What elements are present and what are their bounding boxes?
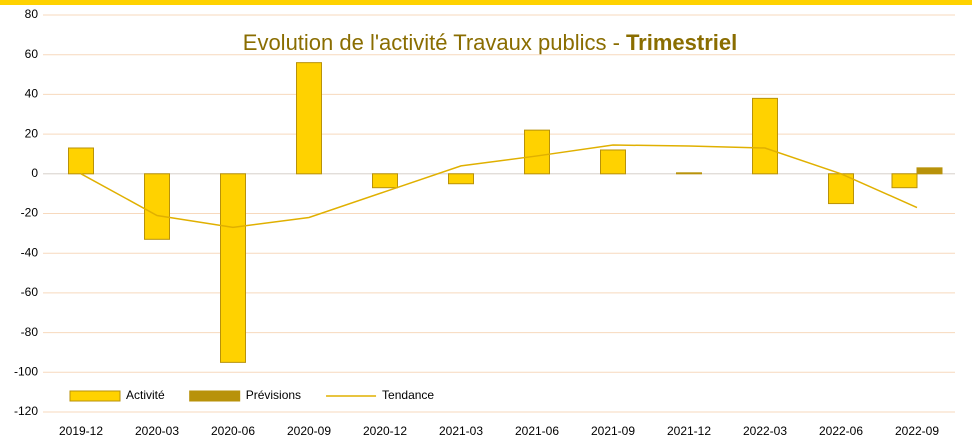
y-tick-label: 40: [25, 87, 39, 101]
x-tick-label: 2021-09: [591, 424, 635, 438]
bar: [220, 173, 246, 363]
x-tick-label: 2022-03: [743, 424, 787, 438]
x-tick-label: 2021-12: [667, 424, 711, 438]
legend-label: Prévisions: [246, 388, 301, 402]
bar: [144, 173, 170, 240]
y-tick-label: -100: [14, 364, 38, 378]
top-border: [0, 0, 972, 5]
trend-line: [80, 144, 918, 229]
bar: [372, 173, 398, 189]
bar: [524, 129, 550, 175]
bar: [448, 173, 474, 185]
y-tick-label: -40: [21, 245, 39, 259]
title-text: Evolution de l'activité Travaux publics …: [243, 30, 620, 55]
x-tick-label: 2022-06: [819, 424, 863, 438]
x-tick-label: 2021-06: [515, 424, 559, 438]
y-tick-label: 80: [25, 7, 39, 21]
legend-swatch: [69, 390, 121, 402]
y-tick-label: -80: [21, 325, 39, 339]
bar: [752, 97, 778, 175]
legend-label: Tendance: [382, 388, 434, 402]
legend-label: Activité: [126, 388, 165, 402]
title-emphasis: Trimestriel: [626, 30, 737, 55]
y-tick-label: 60: [25, 47, 39, 61]
y-tick-label: -60: [21, 285, 39, 299]
bar: [676, 172, 702, 175]
bar: [891, 173, 918, 189]
y-tick-label: 0: [31, 166, 38, 180]
bar: [600, 149, 626, 175]
chart-title: Evolution de l'activité Travaux publics …: [243, 30, 737, 55]
x-tick-label: 2020-06: [211, 424, 255, 438]
bar: [68, 147, 94, 175]
x-tick-label: 2020-03: [135, 424, 179, 438]
x-tick-label: 2020-12: [363, 424, 407, 438]
x-tick-label: 2020-09: [287, 424, 331, 438]
y-tick-label: 20: [25, 126, 39, 140]
y-tick-label: -120: [14, 404, 38, 418]
x-tick-label: 2022-09: [895, 424, 939, 438]
y-tick-label: -20: [21, 206, 39, 220]
legend-swatch: [189, 390, 241, 402]
x-tick-label: 2019-12: [59, 424, 103, 438]
bar: [828, 173, 854, 205]
bar: [916, 167, 943, 175]
bar: [296, 62, 322, 175]
x-tick-label: 2021-03: [439, 424, 483, 438]
